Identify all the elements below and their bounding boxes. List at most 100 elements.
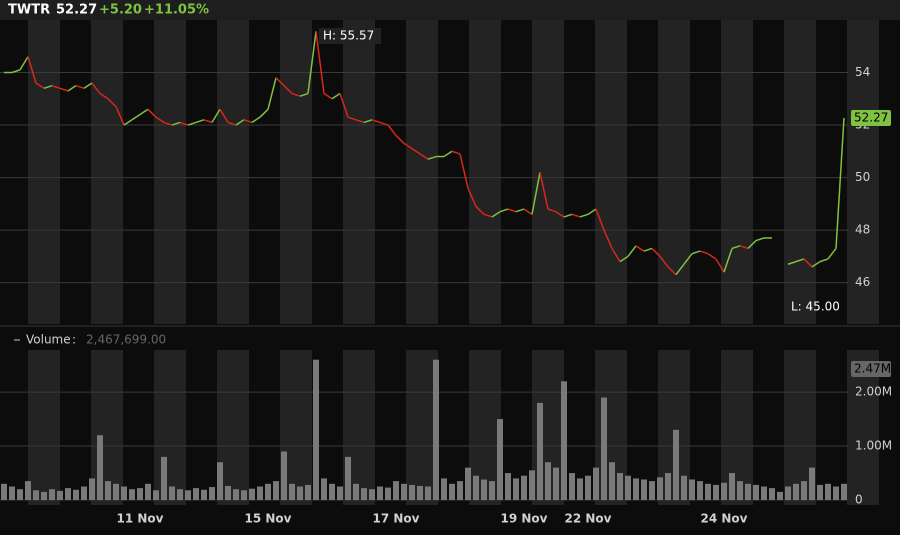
price-segment <box>291 92 301 97</box>
change: +5.20 <box>99 3 142 18</box>
price-segment <box>531 172 541 215</box>
price-segment <box>523 208 533 215</box>
volume-bar <box>793 483 799 500</box>
price-segment <box>443 150 453 158</box>
band <box>154 350 186 505</box>
price-segment <box>251 116 261 124</box>
volume-tag-text: 2.47M <box>854 362 891 376</box>
high-label: H: 55.57 <box>323 29 374 43</box>
volume-bar <box>185 490 191 500</box>
price-segment <box>467 187 477 207</box>
volume-bar <box>273 481 279 500</box>
volume-bar <box>489 481 495 500</box>
price-segment <box>51 84 61 89</box>
volume-bar <box>377 486 383 500</box>
price-segment <box>115 106 125 126</box>
volume-bar <box>681 475 687 500</box>
volume-bar <box>49 489 55 500</box>
volume-bar <box>33 490 39 500</box>
volume-bar <box>513 478 519 500</box>
price-segment <box>275 77 285 87</box>
band <box>721 20 753 324</box>
volume-bar <box>817 484 823 500</box>
band <box>847 20 879 324</box>
volume-bar <box>553 467 559 500</box>
volume-colon: : <box>72 333 76 347</box>
volume-bar <box>353 483 359 500</box>
x-tick-label: 19 Nov <box>501 512 548 526</box>
volume-bar <box>617 473 623 500</box>
price-segment <box>699 250 709 255</box>
volume-bar <box>633 478 639 500</box>
price-segment <box>235 119 245 126</box>
price-segment <box>755 237 765 242</box>
price-segment <box>323 92 333 100</box>
volume-bar <box>25 481 31 500</box>
last-price-tag-text: 52.27 <box>854 110 888 124</box>
volume-bar <box>649 481 655 500</box>
price-segment <box>643 247 653 252</box>
x-tick-label: 24 Nov <box>701 512 748 526</box>
band <box>721 350 753 505</box>
price-segment <box>811 260 821 268</box>
volume-bar <box>401 483 407 500</box>
volume-bar <box>529 470 535 500</box>
price-segment <box>19 56 29 71</box>
price-segment <box>659 255 669 268</box>
volume-bar <box>761 486 767 500</box>
price-segment <box>379 121 389 126</box>
volume-bar <box>265 483 271 500</box>
price-segment <box>315 31 325 94</box>
volume-bar <box>169 486 175 500</box>
price-segment <box>835 117 845 249</box>
price-segment <box>403 142 413 150</box>
volume-bar <box>433 359 439 500</box>
volume-bar <box>601 397 607 500</box>
price-segment <box>99 92 109 100</box>
price-segment <box>515 208 525 213</box>
price-segment <box>211 108 221 123</box>
volume-bar <box>89 478 95 500</box>
price-segment <box>627 245 637 257</box>
price-segment <box>499 208 509 213</box>
price-segment <box>387 124 397 137</box>
price-segment <box>747 240 757 250</box>
volume-bar <box>129 489 135 500</box>
volume-bar <box>569 473 575 500</box>
volume-bar <box>305 484 311 500</box>
price-segment <box>723 248 733 273</box>
y-tick-label: 54 <box>855 65 870 79</box>
volume-bar <box>537 402 543 500</box>
band <box>280 20 312 324</box>
volume-bar <box>97 435 103 500</box>
price-segment <box>691 250 701 255</box>
last-price-tag <box>851 109 891 126</box>
price-segment <box>347 116 357 121</box>
volume-bar <box>393 481 399 500</box>
volume-bar <box>337 486 343 500</box>
price-segment <box>355 119 365 124</box>
volume-bar <box>841 483 847 500</box>
price-segment <box>227 121 237 126</box>
price-segment <box>331 92 341 100</box>
price-segment <box>571 213 581 218</box>
separator <box>0 324 900 350</box>
volume-bar <box>697 481 703 500</box>
volume-bar <box>593 467 599 500</box>
volume-bar <box>745 483 751 500</box>
volume-bar <box>449 483 455 500</box>
price-segment <box>427 155 437 160</box>
price-segment <box>203 119 213 124</box>
price-segment <box>803 258 813 268</box>
price-segment <box>163 121 173 126</box>
volume-bar <box>809 467 815 500</box>
volume-bar <box>545 462 551 500</box>
volume-bar <box>609 462 615 500</box>
volume-bar <box>41 491 47 500</box>
price-segment <box>307 31 317 94</box>
volume-bar <box>297 486 303 500</box>
volume-bar <box>321 478 327 500</box>
price-segment <box>299 92 309 97</box>
band <box>658 20 690 324</box>
